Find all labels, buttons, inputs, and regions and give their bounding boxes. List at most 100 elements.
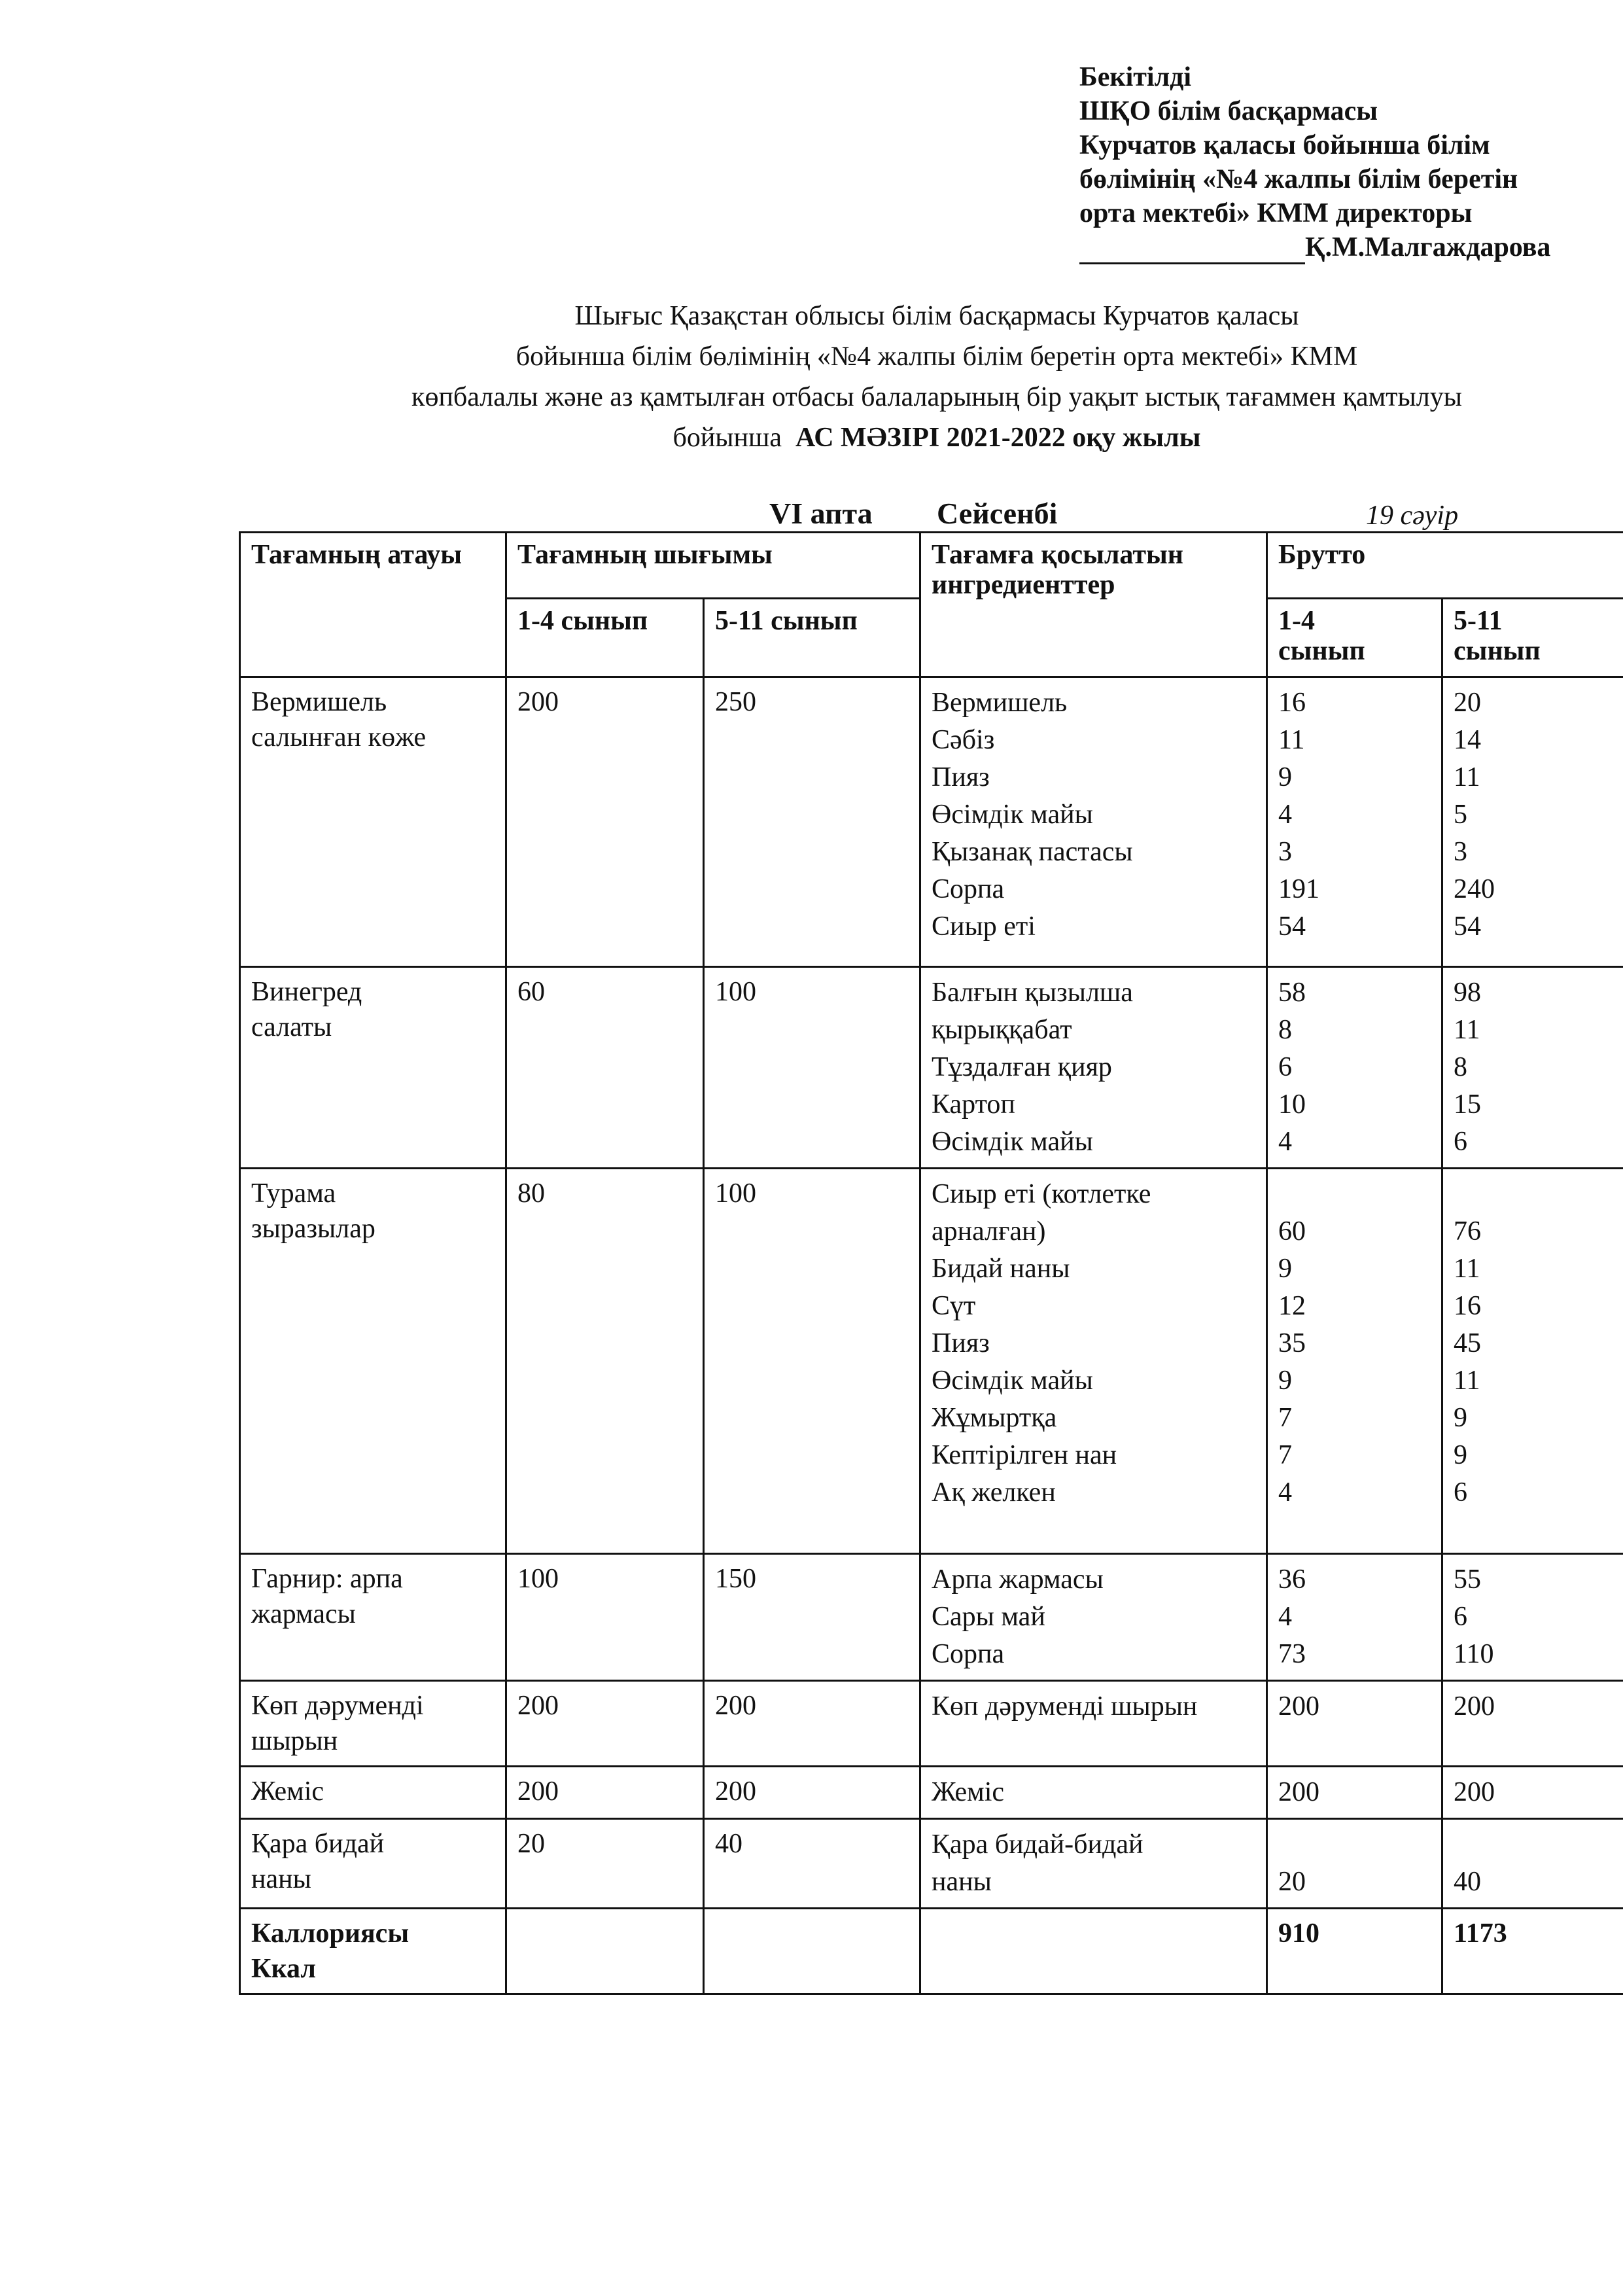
total-label: Каллориясы	[251, 1918, 410, 1949]
total-cell: 1173	[1441, 1907, 1623, 1995]
yield-cell: 200	[505, 1680, 705, 1767]
yield-cell: 200	[505, 676, 705, 968]
header-cell: 1-4 сынып	[505, 597, 705, 678]
dish-name: Жеміс	[251, 1776, 324, 1807]
header-row: Тағамның атауы Тағамның шығымы Тағамға қ…	[239, 531, 1623, 678]
brutto-value: 200	[1454, 1691, 1495, 1722]
brutto-value: 11	[1454, 1254, 1480, 1284]
header-text: 5-11 сынып	[1454, 606, 1541, 666]
header-text: 1-4 сынып	[1278, 606, 1365, 666]
ingredient-name: Вермишель	[932, 688, 1068, 718]
total-value: 910	[1278, 1918, 1320, 1949]
total-value: 1173	[1454, 1918, 1507, 1949]
empty-cell	[702, 1907, 922, 1995]
ingredient: Сүт	[932, 1288, 1255, 1325]
header-cell: Брутто	[1266, 531, 1623, 599]
brutto-value: 6	[1454, 1477, 1468, 1508]
brutto-cell: 20	[1266, 1818, 1444, 1909]
brutto-value: 7	[1278, 1440, 1293, 1470]
brutto-value: 5	[1454, 800, 1468, 830]
ingredient-name: Арпа жармасы	[932, 1564, 1104, 1595]
dish-name: Вермишель	[251, 687, 387, 717]
date: 19 сәуір	[1366, 501, 1459, 531]
brutto-value: 98	[1454, 978, 1482, 1008]
ingredient: Ақ желкен	[932, 1474, 1255, 1511]
ingredient-cell: Көп дәруменді шырын	[919, 1680, 1268, 1767]
ingredient-name: Өсімдік майы	[932, 1127, 1093, 1157]
brutto-cell: 76 11 16 45 11 9 9 6	[1441, 1167, 1623, 1555]
ingredient: Кептірілген нан	[932, 1437, 1255, 1474]
brutto-value: 8	[1278, 1015, 1293, 1045]
header-cell: 5-11 сынып	[1441, 597, 1623, 678]
brutto-value: 11	[1454, 1366, 1480, 1396]
brutto-value: 4	[1278, 800, 1293, 830]
header-cell: Тағамның шығымы	[504, 531, 922, 599]
brutto-value: 54	[1278, 911, 1306, 942]
total-label-cell: Каллориясы Ккал	[239, 1907, 507, 1995]
yield-value: 20	[517, 1829, 545, 1859]
ingredient: Жұмыртқа	[932, 1400, 1255, 1437]
ingredient-name: Пияз	[932, 762, 990, 792]
yield-cell: 200	[505, 1765, 705, 1820]
table-row: Жеміс 200 200 Жеміс 200 200	[239, 1765, 1623, 1820]
dish-name: Көп дәруменді	[251, 1691, 424, 1721]
brutto-value: 11	[1278, 725, 1305, 755]
header-text: Тағамның шығымы	[517, 540, 773, 570]
brutto-cell: 200	[1441, 1680, 1623, 1767]
header-cell: Тағамға қосылатын ингредиенттер	[919, 531, 1268, 678]
yield-cell: 100	[505, 1553, 705, 1682]
brutto-value: 14	[1454, 725, 1482, 755]
yield-cell: 40	[702, 1818, 922, 1909]
brutto-value: 60	[1278, 1216, 1306, 1246]
yield-cell: 80	[505, 1167, 705, 1555]
dish-name: жармасы	[251, 1599, 356, 1629]
total-cell: 910	[1266, 1907, 1444, 1995]
ingredient: Пияз	[932, 1325, 1255, 1362]
yield-value: 200	[517, 687, 559, 717]
dish-name: шырын	[251, 1726, 338, 1756]
ingredient-name: Картоп	[932, 1089, 1015, 1120]
total-row: Каллориясы Ккал 910 1173	[239, 1907, 1623, 1995]
brutto-value: 3	[1278, 837, 1293, 867]
brutto-value: 12	[1278, 1291, 1306, 1321]
day: Сейсенбі	[937, 497, 1058, 530]
brutto-value: 10	[1278, 1089, 1306, 1120]
header-text: Брутто	[1278, 540, 1366, 570]
yield-cell: 250	[702, 676, 922, 968]
ingredient-name: арналған)	[932, 1216, 1046, 1246]
title-line: көпбалалы және аз қамтылған отбасы балал…	[411, 382, 1462, 412]
ingredient: Картоп	[932, 1086, 1255, 1123]
ingredient-name: Көп дәруменді шырын	[932, 1691, 1198, 1722]
title-prefix: бойынша	[672, 423, 782, 453]
brutto-value: 20	[1454, 688, 1482, 718]
empty-cell	[919, 1907, 1268, 1995]
dish-cell: Гарнир: арпа жармасы	[239, 1553, 507, 1682]
ingredient-name: Сәбіз	[932, 725, 995, 755]
ingredient-name: Сары май	[932, 1602, 1045, 1632]
table-body: Тағамның атауы Тағамның шығымы Тағамға қ…	[239, 531, 1623, 1995]
dish-name: Қара бидай	[251, 1829, 385, 1859]
yield-value: 100	[517, 1564, 559, 1594]
brutto-value: 9	[1278, 1254, 1293, 1284]
ingredient: Пияз	[932, 759, 1255, 796]
dish-cell: Көп дәруменді шырын	[239, 1680, 507, 1767]
dish-cell: Жеміс	[239, 1765, 507, 1820]
yield-value: 150	[715, 1564, 756, 1594]
menu-table: Тағамның атауы Тағамның шығымы Тағамға қ…	[239, 531, 1623, 1995]
dish-name: Гарнир: арпа	[251, 1564, 403, 1594]
yield-cell: 100	[702, 1167, 922, 1555]
brutto-value: 3	[1454, 837, 1468, 867]
ingredient: Көп дәруменді шырын	[932, 1688, 1255, 1725]
ingredient-name: Өсімдік майы	[932, 800, 1093, 830]
ingredient-name: Сүт	[932, 1291, 976, 1321]
ingredient: қырыққабат	[932, 1012, 1255, 1049]
approval-line: ШҚО білім басқармасы	[1079, 96, 1378, 126]
ingredient-name: Ақ желкен	[932, 1477, 1056, 1508]
dish-name: зыразылар	[251, 1214, 375, 1244]
total-label: Ккал	[251, 1954, 316, 1984]
ingredient: Балғын қызылша	[932, 974, 1255, 1012]
signature-row: Қ.М.Малгаждарова	[1079, 230, 1550, 264]
header-text: Тағамға қосылатын ингредиенттер	[932, 540, 1183, 600]
header-cell: Тағамның атауы	[239, 531, 507, 678]
